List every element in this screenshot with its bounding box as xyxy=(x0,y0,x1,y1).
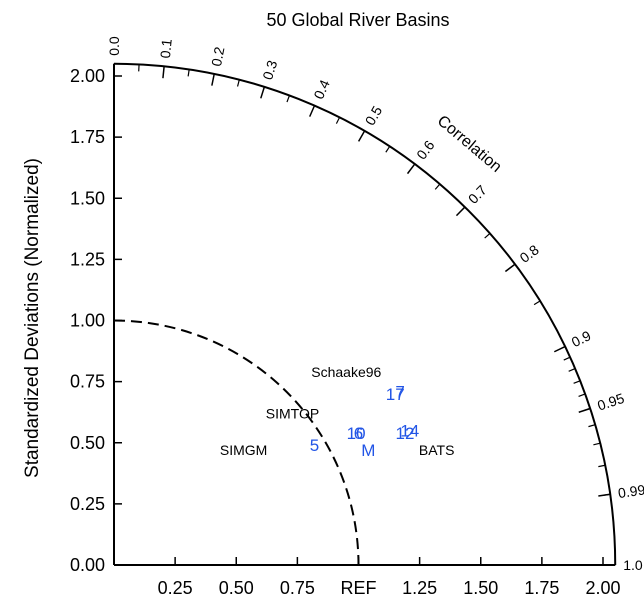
x-tick-label: 0.25 xyxy=(158,578,193,598)
correlation-tick xyxy=(578,407,591,413)
y-tick-label: 1.25 xyxy=(70,249,105,269)
correlation-tick-label: 0.1 xyxy=(157,38,175,59)
model-annotation: SIMTOP xyxy=(266,405,319,421)
x-tick-label: 2.00 xyxy=(585,578,620,598)
x-tick-label: 1.50 xyxy=(463,578,498,598)
y-tick-label: 1.50 xyxy=(70,188,105,208)
correlation-tick xyxy=(357,130,366,142)
correlation-minor-tick xyxy=(434,183,441,190)
y-tick-label: 0.25 xyxy=(70,494,105,514)
x-tick-label: 1.75 xyxy=(524,578,559,598)
data-point: 6 xyxy=(354,424,363,443)
correlation-tick xyxy=(162,66,165,79)
data-point: M xyxy=(361,441,375,460)
data-point: 7 xyxy=(395,382,404,401)
correlation-tick-label: 0.7 xyxy=(465,182,490,207)
correlation-minor-tick xyxy=(335,117,341,124)
correlation-minor-tick xyxy=(484,233,491,239)
x-tick-label: REF xyxy=(341,578,377,598)
correlation-minor-tick xyxy=(573,380,581,384)
correlation-minor-tick xyxy=(533,300,541,306)
y-axis-label: Standardized Deviations (Normalized) xyxy=(22,158,43,478)
correlation-axis-title: Correlation xyxy=(434,112,505,176)
y-tick-label: 1.00 xyxy=(70,311,105,331)
correlation-tick-label: 0.8 xyxy=(517,241,542,266)
correlation-minor-tick xyxy=(187,69,190,77)
chart-title: 50 Global River Basins xyxy=(266,10,449,30)
reference-std-arc xyxy=(113,319,360,566)
y-tick-label: 2.00 xyxy=(70,66,105,86)
correlation-minor-tick xyxy=(578,393,586,397)
axes-group: 0.000.250.500.751.001.251.501.752.000.25… xyxy=(70,63,621,598)
correlation-tick-label: 0.95 xyxy=(595,390,626,414)
correlation-tick xyxy=(504,263,516,273)
model-annotation: SIMGM xyxy=(220,442,267,458)
correlation-tick-label: 0.0 xyxy=(106,36,122,56)
correlation-tick xyxy=(455,206,466,217)
data-point: 5 xyxy=(310,436,319,455)
y-tick-label: 0.75 xyxy=(70,372,105,392)
data-point: 10 xyxy=(347,424,366,443)
x-tick-label: 1.25 xyxy=(402,578,437,598)
model-annotation: BATS xyxy=(419,442,455,458)
correlation-tick xyxy=(406,163,416,175)
correlation-tick xyxy=(309,105,316,117)
correlation-minor-tick xyxy=(598,464,606,468)
correlation-tick-label: 1.0 xyxy=(623,557,643,573)
correlation-tick-label: 0.5 xyxy=(362,103,386,128)
correlation-minor-tick xyxy=(563,356,571,361)
correlation-minor-tick xyxy=(385,146,391,153)
annotations-group: Schaake96 SIMTOP SIMGM BATS xyxy=(220,364,455,458)
data-point: 17 xyxy=(386,385,405,404)
correlation-tick-label: 0.9 xyxy=(569,327,594,350)
y-tick-label: 0.00 xyxy=(70,555,105,575)
correlation-tick xyxy=(211,73,215,86)
correlation-minor-tick xyxy=(593,442,601,446)
correlation-tick-label: 0.4 xyxy=(310,77,333,101)
correlation-minor-tick xyxy=(568,368,576,372)
correlation-minor-tick xyxy=(236,79,240,87)
correlation-tick-label: 0.99 xyxy=(617,481,644,501)
correlation-arc-group: 0.0 0.1 0.2 0.3 0.4 0.5 0.6 0.7 0.8 0.9 0.95 0.99 1.… xyxy=(106,36,644,573)
x-tick-label: 0.50 xyxy=(219,578,254,598)
correlation-tick xyxy=(260,86,266,99)
y-tick-label: 1.75 xyxy=(70,127,105,147)
data-point: 12 xyxy=(396,424,415,443)
correlation-arc xyxy=(113,62,617,566)
data-point: 14 xyxy=(400,422,419,441)
x-tick-label: 0.75 xyxy=(280,578,315,598)
y-tick-label: 0.50 xyxy=(70,433,105,453)
correlation-minor-tick xyxy=(286,95,290,103)
correlation-tick xyxy=(553,345,566,353)
correlation-tick-label: 0.3 xyxy=(259,58,280,82)
correlation-minor-tick xyxy=(588,424,596,428)
correlation-tick-label: 0.2 xyxy=(208,45,228,67)
model-annotation: Schaake96 xyxy=(311,364,381,380)
correlation-tick-label: 0.6 xyxy=(413,137,438,162)
correlation-tick xyxy=(598,493,611,497)
